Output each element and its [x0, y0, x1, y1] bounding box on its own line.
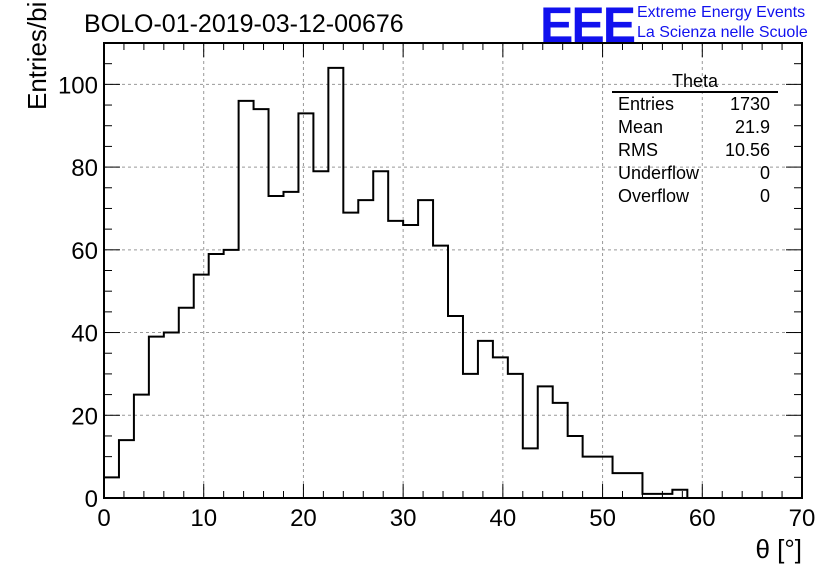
x-tick-label: 60 — [689, 505, 716, 532]
histogram-outline — [103, 66, 793, 499]
histogram-bin — [283, 192, 298, 498]
stats-row: Underflow 0 — [612, 162, 778, 185]
histogram-bin — [463, 374, 478, 498]
histogram-bin — [224, 250, 239, 498]
stats-label: Entries — [618, 94, 675, 114]
histogram-bin — [523, 448, 538, 498]
histogram-bin — [553, 403, 568, 498]
stats-row: Mean 21.9 — [612, 116, 778, 139]
histogram-bars — [104, 68, 687, 498]
plot-frame — [103, 42, 803, 499]
histogram-bin — [628, 473, 643, 498]
y-tick-label: 80 — [71, 155, 98, 182]
histogram-bin — [269, 196, 284, 498]
histogram-bin — [313, 171, 328, 498]
histogram-bin — [194, 275, 209, 498]
histogram-bin — [179, 308, 194, 498]
histogram-bin — [448, 316, 463, 498]
stats-value: 0 — [759, 163, 770, 183]
stats-row: Entries 1730 — [612, 93, 778, 116]
stats-label: Overflow — [618, 186, 690, 206]
histogram-bin — [358, 200, 373, 498]
stats-row: Overflow 0 — [612, 185, 778, 208]
x-axis-label: θ [°] — [755, 534, 802, 564]
histogram-bin — [598, 457, 613, 498]
histogram-bin — [568, 436, 583, 498]
histogram-bin — [388, 221, 403, 498]
y-tick-label: 0 — [85, 486, 98, 513]
histogram-bin — [508, 374, 523, 498]
organization-label: Extreme Energy Events La Scienza nelle S… — [637, 3, 808, 43]
histogram-bin — [104, 477, 119, 498]
x-tick-label: 70 — [789, 505, 816, 532]
stats-title: Theta — [612, 72, 778, 93]
y-tick-label: 40 — [71, 321, 98, 348]
chart-title: BOLO-01-2019-03-12-00676 — [84, 10, 404, 38]
histogram-bin — [672, 490, 687, 498]
histogram-bin — [209, 254, 224, 498]
eee-logo: EEE — [540, 0, 636, 53]
organization-line-2: La Scienza nelle Scuole — [637, 24, 808, 41]
x-tick-label: 30 — [390, 505, 417, 532]
histogram-bin — [328, 68, 343, 498]
x-tick-label: 50 — [589, 505, 616, 532]
stats-value: 0 — [759, 186, 770, 206]
stats-row: RMS 10.56 — [612, 139, 778, 162]
y-tick-label: 100 — [58, 72, 98, 99]
histogram-bin — [433, 246, 448, 498]
stats-label: RMS — [618, 140, 658, 160]
histogram-bin — [493, 357, 508, 498]
histogram-bin — [298, 113, 313, 498]
histogram-bin — [343, 213, 358, 498]
y-axis-label: Entries/bin — [22, 0, 52, 110]
stats-value: 10.56 — [724, 140, 770, 160]
x-tick-label: 10 — [190, 505, 217, 532]
x-tick-label: 40 — [490, 505, 517, 532]
organization-line-1: Extreme Energy Events — [637, 4, 806, 21]
y-tick-label: 60 — [71, 238, 98, 265]
stats-label: Mean — [618, 117, 664, 137]
grid-lines — [104, 43, 802, 498]
histogram-bin — [583, 457, 598, 498]
x-tick-label: 0 — [97, 505, 110, 532]
histogram-bin — [119, 440, 134, 498]
tick-labels: 0 10 20 30 40 50 60 70 0 20 40 60 80 100 — [58, 72, 815, 532]
histogram-bin — [613, 473, 628, 498]
histogram-bin — [403, 225, 418, 498]
histogram-bin — [418, 200, 433, 498]
histogram-bin — [478, 341, 493, 498]
histogram-bin — [149, 337, 164, 498]
histogram-bin — [373, 171, 388, 498]
y-tick-label: 20 — [71, 403, 98, 430]
stats-value: 1730 — [729, 94, 770, 114]
x-tick-label: 20 — [290, 505, 317, 532]
histogram-bin — [538, 386, 553, 498]
stats-value: 21.9 — [734, 117, 770, 137]
histogram-bin — [134, 395, 149, 498]
histogram-bin — [239, 101, 254, 498]
stats-label: Underflow — [618, 163, 700, 183]
stats-box: Theta Entries 1730 Mean 21.9 RMS 10.56 U… — [612, 72, 778, 208]
